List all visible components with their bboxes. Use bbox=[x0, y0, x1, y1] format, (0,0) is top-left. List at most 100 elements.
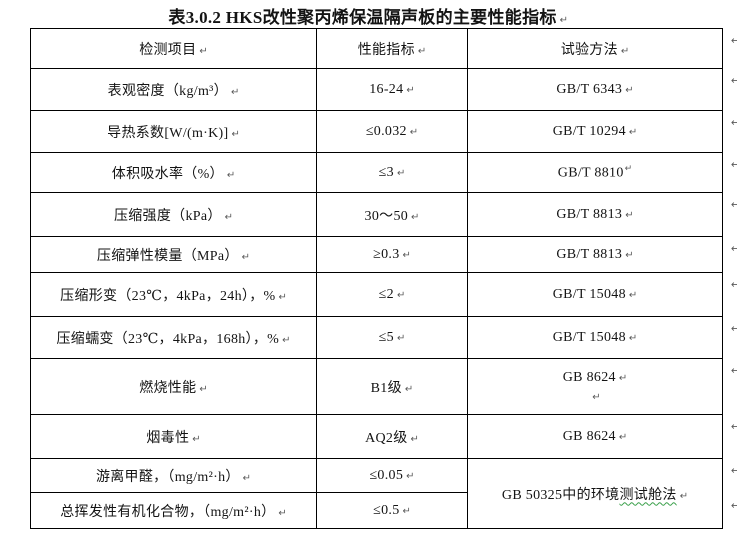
cell-method[interactable]: GB/T 6343 ↵ ↵ bbox=[467, 68, 737, 111]
cell-value[interactable]: 16-24 ↵ bbox=[316, 68, 468, 111]
paragraph-mark: ↵ bbox=[278, 291, 287, 303]
paragraph-mark: ↵ bbox=[199, 45, 208, 57]
cell-method[interactable]: GB 8624 ↵ ↵ ↵ bbox=[467, 358, 737, 415]
row-end-mark: ↵ bbox=[730, 464, 737, 477]
cell-method[interactable]: GB/T 8813 ↵ ↵ bbox=[467, 192, 737, 237]
method-text: GB 50325中的环境 bbox=[501, 487, 620, 503]
cell-value[interactable]: ≤5 ↵ bbox=[316, 316, 468, 359]
paragraph-mark: ↵ bbox=[192, 433, 201, 445]
column-header-spec[interactable]: 性能指标 ↵ bbox=[316, 28, 468, 69]
cell-item[interactable]: 压缩蠕变（23℃，4kPa，168h），% ↵ bbox=[30, 316, 317, 359]
row-end-mark: ↵ bbox=[730, 278, 737, 291]
cell-item[interactable]: 总挥发性有机化合物，（mg/m²·h） ↵ bbox=[30, 492, 317, 529]
performance-table: 检测项目 ↵ 性能指标 ↵ 试验方法 ↵ ↵ 表观密度（kg/m³） ↵ 16-24 ↵ G… bbox=[30, 28, 737, 529]
row-end-mark: ↵ bbox=[730, 322, 737, 335]
paragraph-mark: ↵ bbox=[592, 391, 601, 403]
table-row: 游离甲醛，（mg/m²·h） ↵ ≤0.05 ↵ GB 50325中的环境测试舱法 ↵… bbox=[30, 458, 737, 529]
row-end-mark: ↵ bbox=[730, 420, 737, 433]
cell-method[interactable]: GB/T 15048 ↵ ↵ bbox=[467, 272, 737, 317]
table-caption[interactable]: 表3.0.2 HKS改性聚丙烯保温隔声板的主要性能指标 ↵ bbox=[0, 3, 737, 28]
column-header-method[interactable]: 试验方法 ↵ ↵ bbox=[467, 28, 737, 69]
table-row: 压缩弹性模量（MPa） ↵ ≥0.3 ↵ GB/T 8813 ↵ ↵ bbox=[30, 236, 737, 273]
table-row: 压缩蠕变（23℃，4kPa，168h），% ↵ ≤5 ↵ GB/T 15048 ↵ ↵ bbox=[30, 316, 737, 359]
table-row: 烟毒性 ↵ AQ2级 ↵ GB 8624 ↵ ↵ bbox=[30, 414, 737, 459]
paragraph-mark: ↵ bbox=[559, 15, 569, 26]
row-end-mark: ↵ bbox=[730, 198, 737, 211]
paragraph-mark: ↵ bbox=[625, 209, 634, 221]
paragraph-mark: ↵ bbox=[406, 84, 415, 96]
row-end-mark: ↵ bbox=[730, 499, 737, 512]
table-caption-text: 表3.0.2 HKS改性聚丙烯保温隔声板的主要性能指标 bbox=[168, 8, 557, 27]
paragraph-mark: ↵ bbox=[628, 289, 638, 301]
cell-item[interactable]: 体积吸水率（%） ↵ bbox=[30, 152, 317, 193]
cell-method[interactable]: GB/T 8810↵ ↵ bbox=[467, 152, 737, 193]
paragraph-mark: ↵ bbox=[618, 431, 628, 443]
table-row: 压缩形变（23℃，4kPa，24h），% ↵ ≤2 ↵ GB/T 15048 ↵ ↵ bbox=[30, 272, 737, 317]
paragraph-mark: ↵ bbox=[396, 289, 406, 301]
cell-item[interactable]: 游离甲醛，（mg/m²·h） ↵ bbox=[30, 458, 317, 493]
paragraph-mark: ↵ bbox=[417, 45, 427, 57]
cell-method[interactable]: GB/T 15048 ↵ ↵ bbox=[467, 316, 737, 359]
paragraph-mark: ↵ bbox=[620, 45, 630, 57]
table-row: 体积吸水率（%） ↵ ≤3 ↵ GB/T 8810↵ ↵ bbox=[30, 152, 737, 193]
cell-value[interactable]: B1级 ↵ bbox=[316, 358, 468, 415]
paragraph-mark: ↵ bbox=[624, 163, 633, 174]
paragraph-mark: ↵ bbox=[410, 433, 419, 445]
paragraph-mark: ↵ bbox=[224, 211, 234, 223]
row-end-mark: ↵ bbox=[730, 158, 737, 171]
paragraph-mark: ↵ bbox=[618, 372, 628, 384]
cell-value[interactable]: ≥0.3 ↵ bbox=[316, 236, 468, 273]
paragraph-mark: ↵ bbox=[411, 211, 420, 223]
table-row: 表观密度（kg/m³） ↵ 16-24 ↵ GB/T 6343 ↵ ↵ bbox=[30, 68, 737, 111]
cell-value[interactable]: ≤3 ↵ bbox=[316, 152, 468, 193]
paragraph-mark: ↵ bbox=[402, 249, 411, 261]
column-header-item[interactable]: 检测项目 ↵ bbox=[30, 28, 317, 69]
paragraph-mark: ↵ bbox=[242, 472, 252, 484]
cell-value[interactable]: ≤0.5 ↵ bbox=[316, 492, 468, 529]
row-end-mark: ↵ bbox=[730, 74, 737, 87]
cell-value[interactable]: ≤2 ↵ bbox=[316, 272, 468, 317]
table-row: 总挥发性有机化合物，（mg/m²·h） ↵ ≤0.5 ↵ bbox=[30, 492, 723, 529]
cell-item[interactable]: 燃烧性能 ↵ bbox=[30, 358, 317, 415]
paragraph-mark: ↵ bbox=[679, 490, 689, 502]
cell-item[interactable]: 导热系数[W/(m·K)] ↵ bbox=[30, 110, 317, 153]
paragraph-mark: ↵ bbox=[404, 383, 414, 395]
row-end-mark: ↵ bbox=[730, 116, 737, 129]
cell-item[interactable]: 烟毒性 ↵ bbox=[30, 414, 317, 459]
cell-method[interactable]: GB 8624 ↵ ↵ bbox=[467, 414, 737, 459]
cell-value[interactable]: AQ2级 ↵ bbox=[316, 414, 468, 459]
paragraph-mark: ↵ bbox=[625, 249, 634, 261]
cell-item[interactable]: 压缩弹性模量（MPa） ↵ bbox=[30, 236, 317, 273]
cell-value[interactable]: 30～50 ↵ bbox=[316, 192, 468, 237]
paragraph-mark: ↵ bbox=[628, 332, 638, 344]
cell-item[interactable]: 压缩强度（kPa） ↵ bbox=[30, 192, 317, 237]
cell-value[interactable]: ≤0.05 ↵ bbox=[316, 458, 468, 493]
row-end-mark: ↵ bbox=[730, 34, 737, 47]
row-end-mark: ↵ bbox=[730, 364, 737, 377]
paragraph-mark: ↵ bbox=[226, 169, 236, 181]
paragraph-mark: ↵ bbox=[231, 128, 240, 140]
paragraph-mark: ↵ bbox=[396, 332, 406, 344]
paragraph-mark: ↵ bbox=[402, 505, 411, 517]
table-row: 导热系数[W/(m·K)] ↵ ≤0.032 ↵ GB/T 10294 ↵ ↵ bbox=[30, 110, 737, 153]
cell-method[interactable]: GB/T 10294 ↵ ↵ bbox=[467, 110, 737, 153]
method-text-spellchecked: 测试舱法 bbox=[619, 487, 677, 503]
paragraph-mark: ↵ bbox=[199, 383, 208, 395]
cell-item[interactable]: 表观密度（kg/m³） ↵ bbox=[30, 68, 317, 111]
paragraph-mark: ↵ bbox=[409, 126, 419, 138]
table-row: 燃烧性能 ↵ B1级 ↵ GB 8624 ↵ ↵ ↵ bbox=[30, 358, 737, 415]
row-end-mark: ↵ bbox=[730, 242, 737, 255]
cell-item[interactable]: 压缩形变（23℃，4kPa，24h），% ↵ bbox=[30, 272, 317, 317]
table-header-row: 检测项目 ↵ 性能指标 ↵ 试验方法 ↵ ↵ bbox=[30, 28, 737, 69]
paragraph-mark: ↵ bbox=[396, 167, 406, 179]
paragraph-mark: ↵ bbox=[625, 84, 634, 96]
paragraph-mark: ↵ bbox=[241, 251, 251, 263]
cell-method-merged[interactable]: GB 50325中的环境测试舱法 ↵ ↵ ↵ bbox=[467, 458, 737, 529]
paragraph-mark: ↵ bbox=[278, 507, 287, 519]
paragraph-mark: ↵ bbox=[406, 470, 415, 482]
cell-value[interactable]: ≤0.032 ↵ bbox=[316, 110, 468, 153]
paragraph-mark: ↵ bbox=[230, 86, 240, 98]
paragraph-mark: ↵ bbox=[282, 334, 291, 346]
cell-method[interactable]: GB/T 8813 ↵ ↵ bbox=[467, 236, 737, 273]
